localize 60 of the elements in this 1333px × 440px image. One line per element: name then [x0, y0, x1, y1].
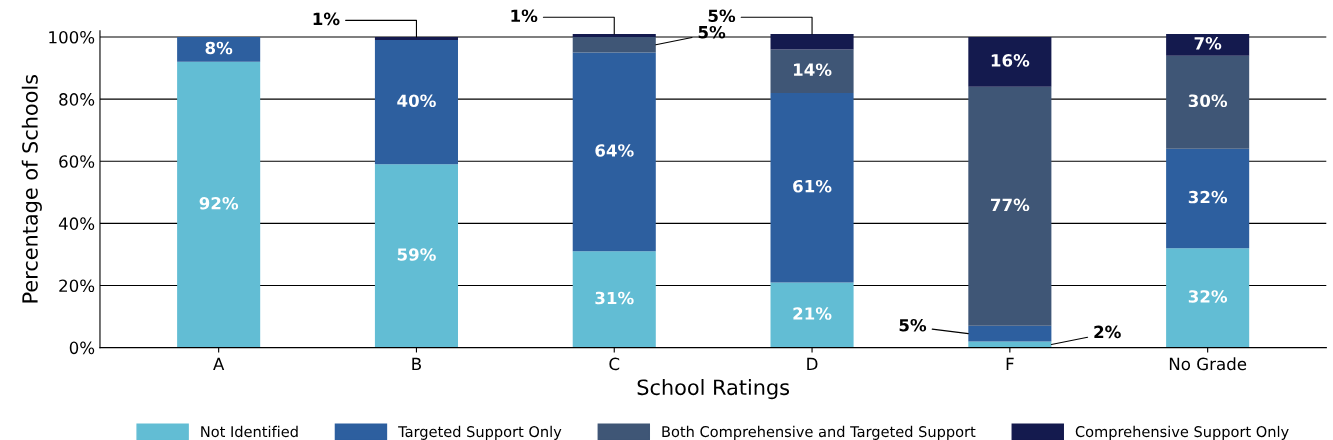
bar: [572, 37, 656, 53]
y-tick-label: 80%: [59, 93, 95, 106]
y-tick-label: 60%: [59, 155, 95, 168]
legend-label: Not Identified: [201, 425, 298, 438]
bar: [572, 251, 656, 348]
bar: [1166, 148, 1250, 249]
data-label: 5%: [698, 25, 726, 39]
legend-label: Both Comprehensive and Targeted Support: [662, 425, 976, 440]
bar: [968, 37, 1052, 87]
data-label: 21%: [793, 307, 832, 320]
bar: [374, 37, 458, 41]
y-tick-label: 40%: [58, 217, 95, 230]
bar: [770, 92, 854, 283]
x-axis-title: School Ratings: [637, 379, 790, 400]
bar: [1166, 33, 1250, 56]
x-tick-label: C: [609, 357, 620, 371]
data-label: 40%: [397, 94, 436, 108]
legend-label: Comprehensive Support Only: [1075, 425, 1289, 440]
bar: [1166, 55, 1250, 149]
data-label: 1%: [313, 12, 340, 26]
data-label: 59%: [397, 248, 436, 261]
data-label: 30%: [1188, 94, 1228, 108]
data-label: 16%: [991, 54, 1030, 67]
bar: [374, 164, 458, 348]
data-label: 1%: [511, 9, 538, 23]
y-tick-label: 100%: [49, 30, 95, 44]
bar: [1166, 248, 1250, 348]
y-axis-title: Percentage of Schools: [21, 74, 42, 303]
data-label: 64%: [595, 144, 634, 157]
bar: [177, 61, 261, 348]
data-label: 31%: [595, 291, 634, 305]
legend-label: Targeted Support Only: [398, 425, 562, 440]
bar: [770, 33, 854, 50]
data-label: 5%: [708, 9, 736, 23]
x-tick-label: B: [412, 357, 421, 370]
bar: [968, 325, 1052, 342]
data-label: 61%: [793, 179, 832, 193]
x-tick-label: A: [213, 357, 225, 370]
y-tick-label: 0%: [69, 341, 95, 355]
data-label: 92%: [199, 196, 239, 210]
bar: [968, 86, 1052, 326]
data-label: 32%: [1188, 190, 1228, 204]
data-label: 5%: [899, 318, 927, 332]
data-label: 8%: [205, 41, 233, 55]
data-label: 2%: [1094, 325, 1121, 339]
bar: [572, 52, 656, 252]
data-label: 7%: [1194, 37, 1222, 50]
data-label: 14%: [793, 63, 832, 77]
y-tick-label: 20%: [59, 279, 95, 293]
x-tick-label: No Grade: [1169, 357, 1247, 371]
bar: [572, 33, 656, 38]
bar: [770, 282, 854, 348]
bar: [770, 49, 854, 93]
data-label: 32%: [1188, 290, 1228, 303]
data-label: 77%: [991, 198, 1030, 212]
bar: [374, 40, 458, 165]
x-tick-label: D: [807, 357, 818, 370]
bar: [177, 37, 261, 62]
x-tick-label: F: [1006, 357, 1014, 370]
bar: [968, 341, 1052, 348]
